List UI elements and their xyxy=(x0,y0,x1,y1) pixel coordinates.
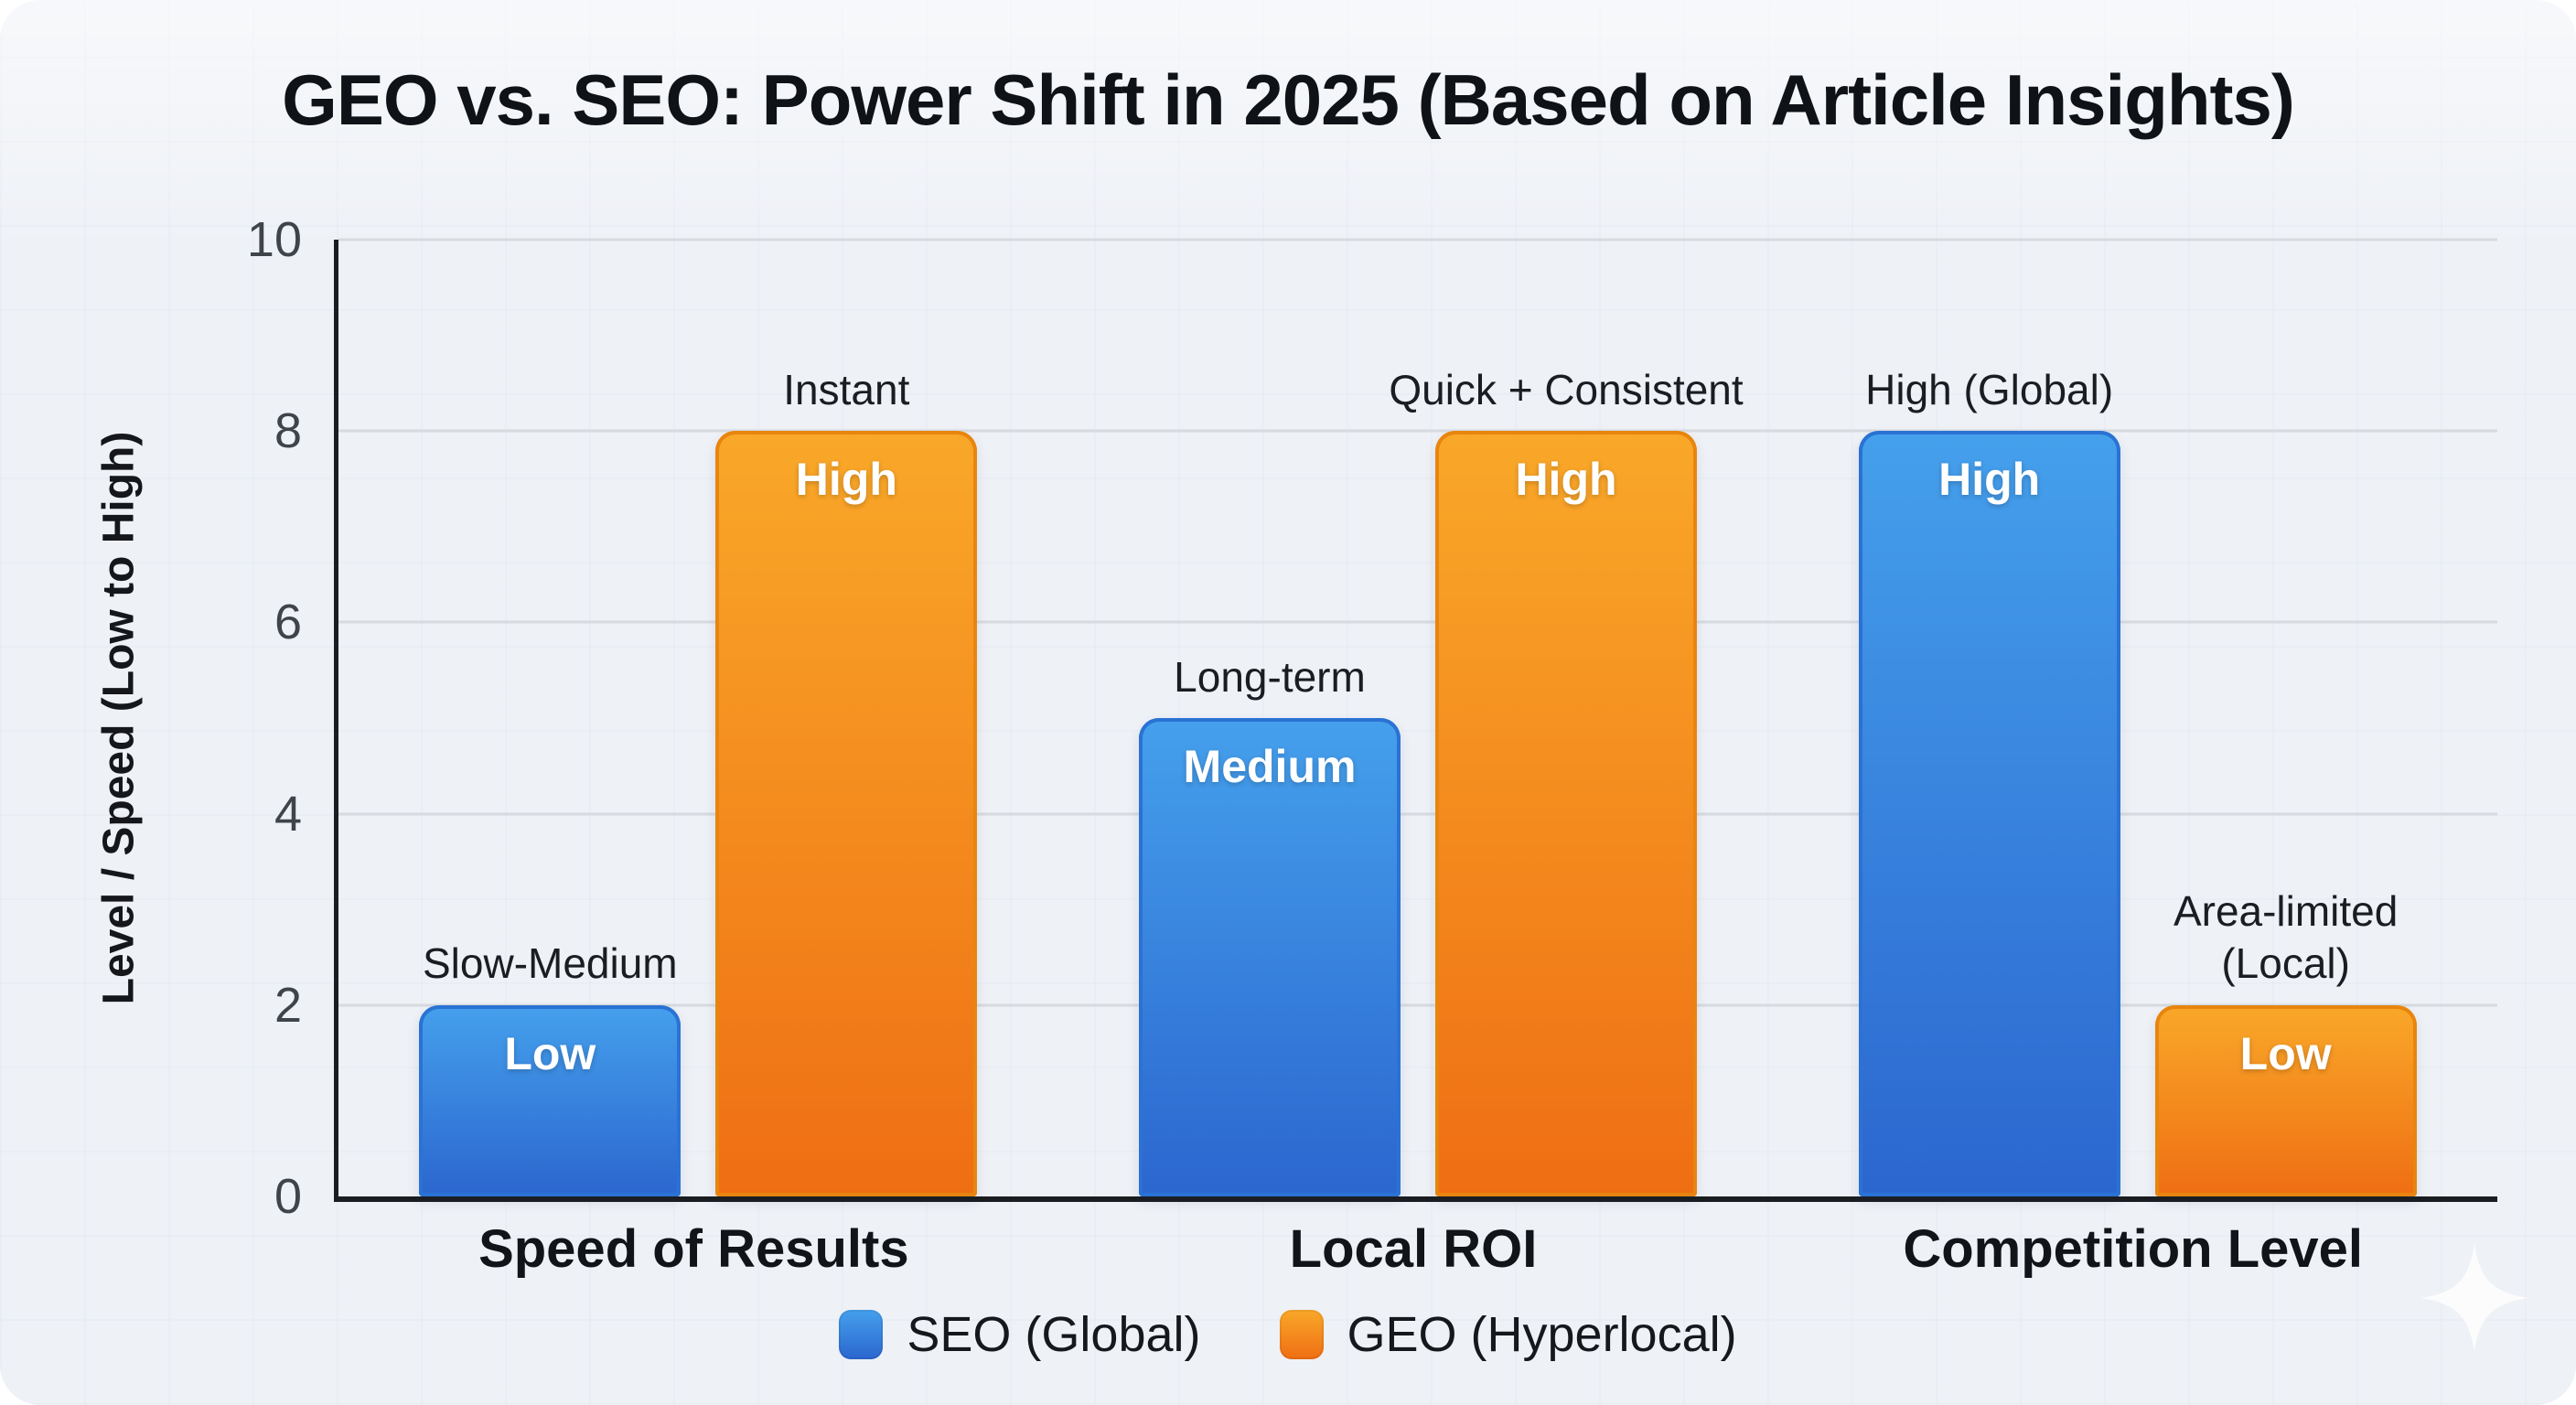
y-tick-label: 4 xyxy=(274,786,302,842)
sparkle-icon xyxy=(2420,1244,2528,1352)
bar-group: High High (Global) Low Area-limited (Local) xyxy=(1858,240,2417,1196)
bar-annotation: Quick + Consistent xyxy=(1389,365,1744,413)
bar: Low Slow-Medium xyxy=(419,939,682,1196)
x-category-label: Speed of Results xyxy=(478,1219,909,1279)
bar: High High (Global) xyxy=(1858,366,2120,1196)
chart-title: GEO vs. SEO: Power Shift in 2025 (Based … xyxy=(282,59,2295,140)
bar-group: Low Slow-Medium High Instant xyxy=(419,240,978,1196)
x-category-label: Competition Level xyxy=(1903,1219,2364,1279)
gridline xyxy=(338,429,2497,433)
bar-annotation: High (Global) xyxy=(1865,365,2114,413)
legend-swatch xyxy=(839,1310,884,1359)
gridline xyxy=(338,1003,2497,1007)
legend-item: SEO (Global) xyxy=(839,1306,1201,1363)
legend-label: SEO (Global) xyxy=(907,1307,1201,1362)
gridline xyxy=(338,620,2497,624)
bar-group: Medium Long-term High Quick + Consistent xyxy=(1139,240,1744,1196)
legend-swatch xyxy=(1279,1310,1324,1359)
y-tick-label: 2 xyxy=(274,977,302,1033)
x-axis-labels: Speed of Results Local ROI Competition Lev… xyxy=(334,1218,2493,1280)
y-tick-label: 10 xyxy=(246,212,302,267)
bar: High Quick + Consistent xyxy=(1389,366,1744,1196)
bar-value-label: Low xyxy=(2239,1027,2332,1079)
bar: Low Area-limited (Local) xyxy=(2154,887,2417,1196)
gridline xyxy=(338,238,2497,241)
bar-annotation: Long-term xyxy=(1174,652,1366,701)
y-tick-label: 6 xyxy=(274,595,302,650)
bar-annotation: Area-limited (Local) xyxy=(2173,886,2399,988)
x-category-label: Local ROI xyxy=(1289,1219,1538,1279)
legend-item: GEO (Hyperlocal) xyxy=(1279,1306,1737,1363)
y-axis-title: Level / Speed (Low to High) xyxy=(94,431,144,1005)
legend-label: GEO (Hyperlocal) xyxy=(1347,1307,1737,1362)
y-tick-label: 8 xyxy=(274,403,302,459)
y-tick-label: 0 xyxy=(274,1169,302,1224)
bar-value-label: High xyxy=(1515,454,1617,506)
bar-value-label: High xyxy=(1938,454,2041,506)
gridline xyxy=(338,812,2497,816)
bar-annotation: Slow-Medium xyxy=(423,939,678,988)
bar: Medium Long-term xyxy=(1139,653,1401,1196)
bar-value-label: Low xyxy=(504,1027,596,1079)
bar-value-label: High xyxy=(795,454,897,506)
bar: High Instant xyxy=(715,366,978,1196)
bar-annotation: Instant xyxy=(783,365,910,413)
plot-area: 0 2 4 6 8 10 Low Slow-Medium High Instant Medium L… xyxy=(247,215,2497,1221)
bar-value-label: Medium xyxy=(1183,741,1357,792)
legend: SEO (Global) GEO (Hyperlocal) xyxy=(0,1306,2576,1363)
